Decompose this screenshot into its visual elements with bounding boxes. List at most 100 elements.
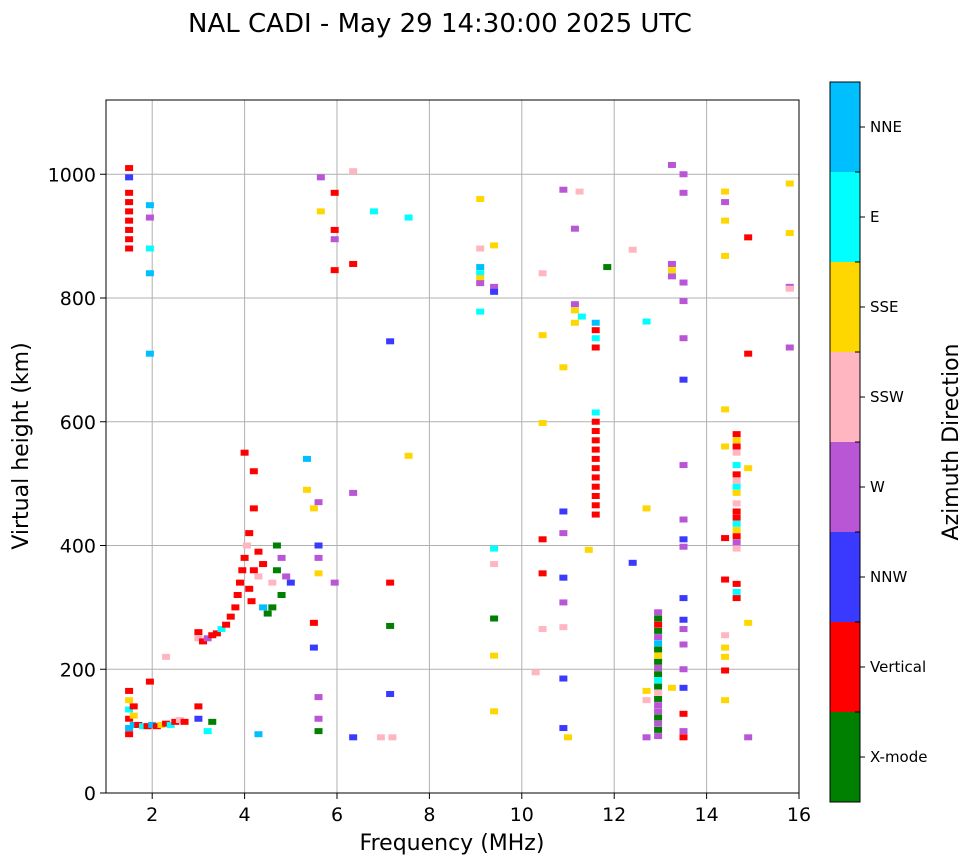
data-point [125,217,134,224]
colorbar-segment [830,442,860,532]
data-point [642,687,651,694]
data-point [349,168,358,175]
data-point [145,202,154,209]
data-point [591,418,600,425]
data-point [222,621,231,628]
data-point [642,318,651,325]
data-point [721,406,730,413]
data-point [732,500,741,507]
x-tick-label: 12 [602,804,626,826]
data-point [679,710,688,717]
data-point [152,723,161,730]
data-point [226,613,235,620]
data-point [240,449,249,456]
data-point [721,576,730,583]
colorbar-segment [830,622,860,712]
data-point [125,706,134,713]
data-point [143,723,152,730]
data-point [559,530,568,537]
data-point [476,280,485,287]
data-point [538,332,547,339]
data-point [667,161,676,168]
data-point [369,208,378,215]
data-point [591,511,600,518]
data-point [166,721,175,728]
data-point [591,502,600,509]
data-point [538,536,547,543]
y-tick-label: 1000 [48,164,96,186]
data-point [721,217,730,224]
data-point [591,483,600,490]
data-point [721,653,730,660]
data-point [667,273,676,280]
data-point [559,508,568,515]
data-point [591,327,600,334]
data-point [732,431,741,438]
data-point [490,283,499,290]
data-point [249,567,258,574]
data-point [476,245,485,252]
data-point [654,634,663,641]
data-point [404,214,413,221]
data-point [679,171,688,178]
data-point [721,443,730,450]
data-point [314,694,323,701]
data-point [654,695,663,702]
data-point [654,689,663,696]
data-point [476,264,485,271]
colorbar-tick-label: NNW [870,568,907,586]
y-axis-ticks: 0 200 400 600 800 1000 [48,164,106,805]
data-point [249,468,258,475]
data-point [386,691,395,697]
data-point [654,702,663,709]
data-point [277,554,286,561]
data-point [531,669,540,676]
y-tick-label: 600 [60,412,96,434]
data-point [330,226,339,233]
colorbar-tick-label: E [870,208,879,226]
data-point [732,508,741,515]
data-point [316,174,325,181]
colorbar-tick-label: X-mode [870,748,927,766]
data-point [349,260,358,267]
data-point [642,505,651,512]
x-tick-label: 2 [146,804,158,826]
data-point [314,554,323,561]
x-tick-label: 10 [510,804,534,826]
data-point [263,610,272,617]
data-point [570,301,579,308]
data-point [245,530,254,537]
data-point [721,252,730,259]
data-point [330,579,339,586]
data-point [538,419,547,426]
data-point [785,285,794,292]
chart-title: NAL CADI - May 29 14:30:00 2025 UTC [188,9,692,39]
data-point [314,570,323,577]
data-point [591,465,600,472]
data-point [199,638,208,645]
data-point [538,626,547,633]
data-point [125,731,134,738]
data-point [125,199,134,206]
data-point [654,720,663,727]
x-axis-label: Frequency (MHz) [360,831,545,856]
x-tick-label: 16 [787,804,811,826]
data-point [667,260,676,267]
data-point [667,267,676,274]
data-point [129,712,138,719]
data-point [145,350,154,357]
data-point [314,542,323,549]
data-point [476,308,485,315]
y-tick-label: 200 [60,659,96,681]
data-point [679,728,688,735]
colorbar-tick-label: SSE [870,298,899,316]
data-point [654,609,663,616]
data-point [654,652,663,659]
data-point [732,520,741,527]
data-point [254,573,263,580]
data-point [217,626,226,633]
data-point [203,635,212,642]
x-tick-label: 14 [695,804,719,826]
y-tick-label: 0 [84,783,96,805]
data-point [559,186,568,193]
